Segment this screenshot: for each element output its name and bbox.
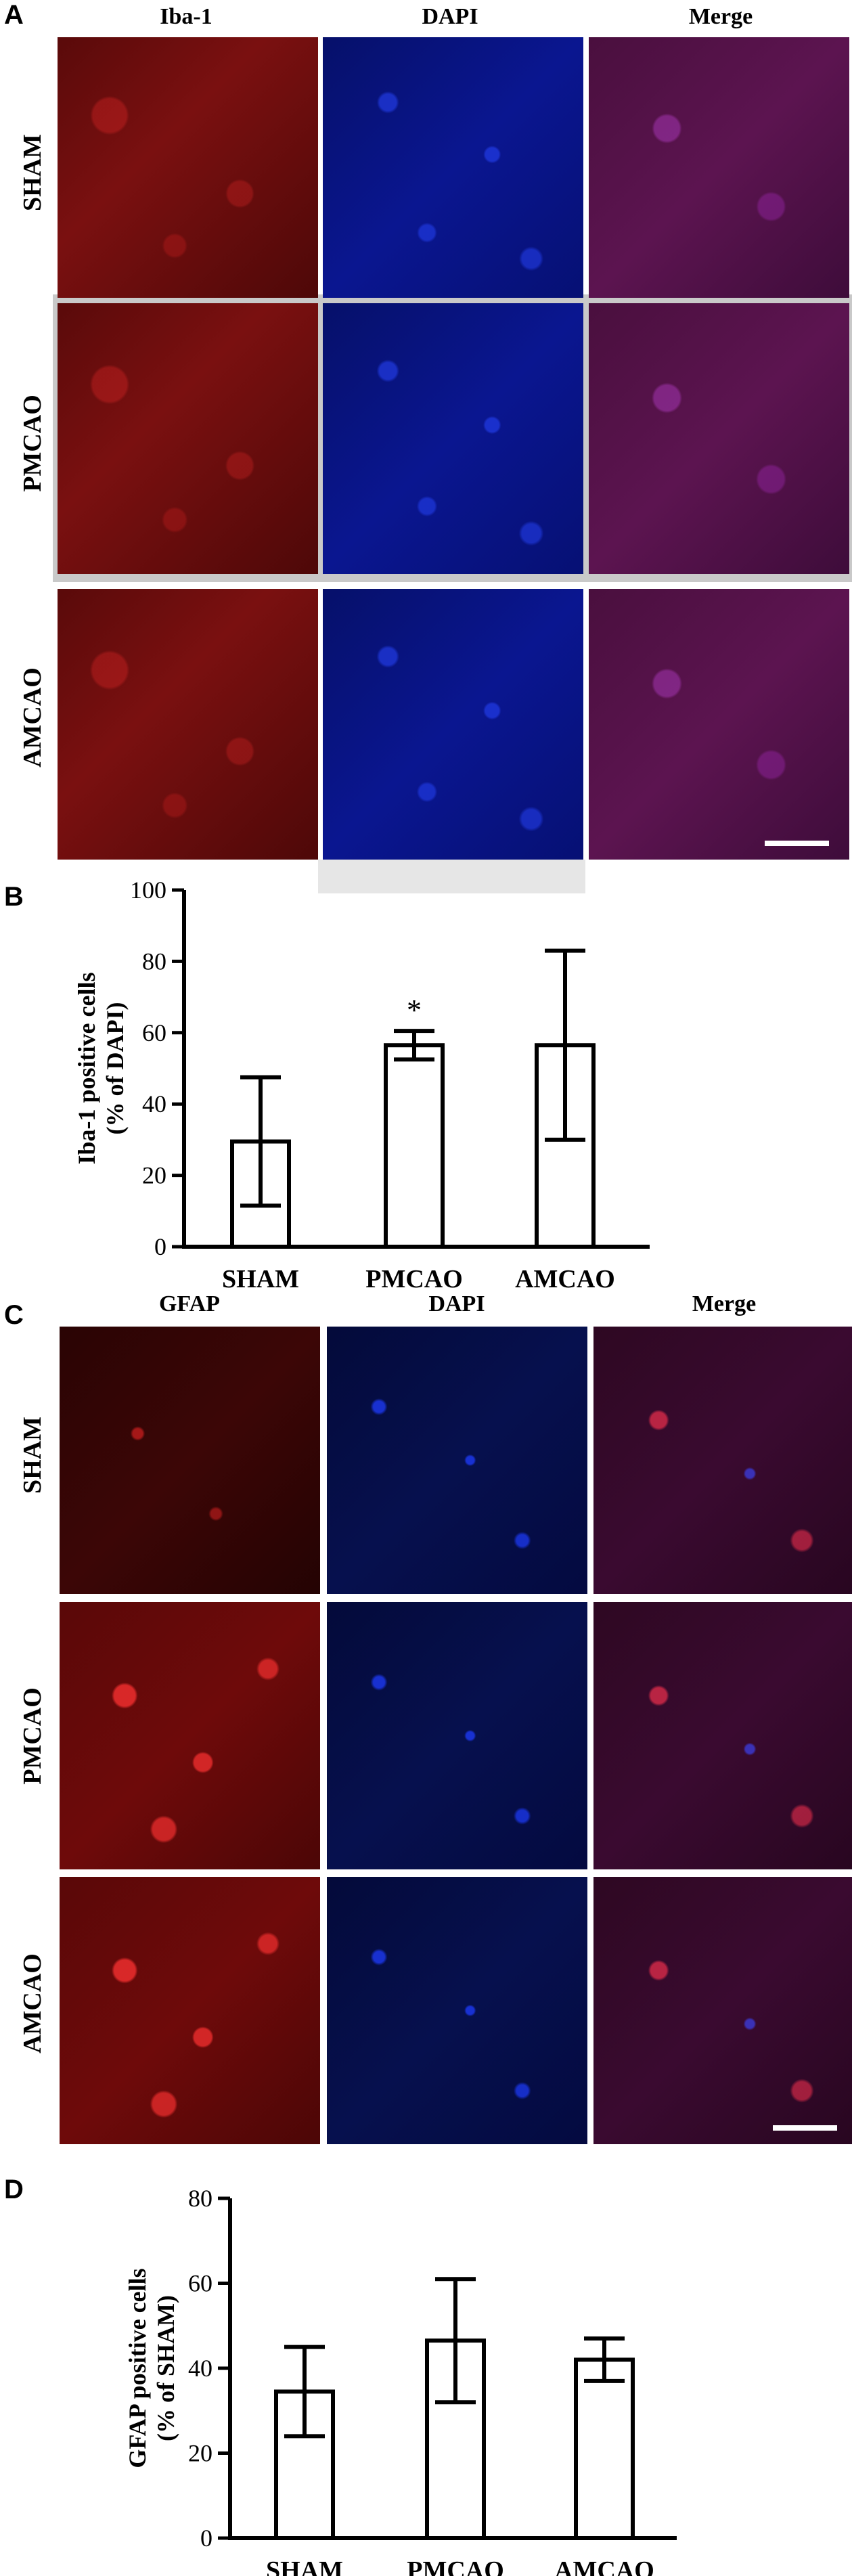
micrograph-c-pmcao-gfap: [60, 1602, 320, 1869]
row-label-sham-c: SHAM: [18, 1417, 47, 1494]
y-axis-label-line1: Iba-1 positive cells: [73, 973, 100, 1165]
micrograph-c-sham-gfap: [60, 1327, 320, 1594]
y-tick-label: 0: [154, 1233, 166, 1260]
row-label-pmcao-c: PMCAO: [18, 1687, 47, 1785]
col-header-dapi: DAPI: [422, 4, 478, 29]
micrograph-a-sham-dapi: [323, 37, 583, 298]
y-tick-label: 60: [142, 1019, 166, 1046]
chart-d: 0 20 40 60 80 GFAP positive cells (% of SHAM) S…: [124, 2185, 677, 2576]
y-tick-label: 20: [142, 1162, 166, 1189]
y-tick-label: 100: [130, 876, 166, 904]
x-tick-label-sham: SHAM: [266, 2556, 343, 2576]
bar-pmcao: [384, 1043, 445, 1249]
bar-pmcao: [425, 2338, 486, 2540]
panel-d-letter: D: [4, 2175, 24, 2204]
y-tick-label: 0: [200, 2525, 212, 2552]
chart-b: 0 20 40 60 80 100 Iba-1 positive cells (% of DA…: [73, 876, 650, 1293]
panel-a-letter: A: [4, 0, 24, 30]
panel-c-letter: C: [4, 1300, 24, 1330]
row-label-amcao-c: AMCAO: [18, 1953, 47, 2053]
micrograph-c-pmcao-merge: [593, 1602, 852, 1869]
y-tick-label: 80: [188, 2185, 212, 2212]
y-axis-label-line1: GFAP positive cells: [124, 2268, 151, 2468]
micrograph-c-amcao-dapi: [327, 1877, 587, 2144]
highlight-column-box: [318, 860, 585, 893]
y-axis-label-line2: (% of SHAM): [152, 2295, 179, 2441]
y-tick-label: 40: [188, 2355, 212, 2382]
x-tick-label-pmcao: PMCAO: [407, 2556, 504, 2576]
col-header-iba1: Iba-1: [160, 4, 212, 29]
micrograph-a-pmcao-iba1: [58, 303, 318, 574]
col-header-merge: Merge: [688, 4, 753, 29]
x-tick-label-amcao: AMCAO: [554, 2556, 654, 2576]
micrograph-a-sham-iba1: [58, 37, 318, 298]
significance-marker: *: [407, 994, 422, 1027]
row-label-pmcao: PMCAO: [18, 395, 47, 492]
y-tick-label: 60: [188, 2270, 212, 2297]
scale-bar: [765, 841, 829, 846]
bar-amcao: [574, 2357, 635, 2540]
y-tick-label: 20: [188, 2440, 212, 2467]
micrograph-a-pmcao-dapi: [323, 303, 583, 574]
micrograph-c-pmcao-dapi: [327, 1602, 587, 1869]
y-tick-label: 80: [142, 948, 166, 975]
micrograph-c-sham-dapi: [327, 1327, 587, 1594]
x-tick-label-sham: SHAM: [222, 1265, 299, 1293]
y-tick-label: 40: [142, 1090, 166, 1117]
micrograph-a-amcao-iba1: [58, 589, 318, 860]
scale-bar-c: [773, 2125, 837, 2131]
panel-b-letter: B: [4, 882, 24, 912]
row-label-sham: SHAM: [18, 134, 47, 211]
row-label-amcao: AMCAO: [18, 667, 47, 768]
col-header-gfap: GFAP: [158, 1291, 220, 1316]
micrograph-a-amcao-dapi: [323, 589, 583, 860]
micrograph-c-amcao-merge: [593, 1877, 852, 2144]
col-header-merge-c: Merge: [692, 1291, 757, 1316]
micrograph-a-sham-merge: [589, 37, 849, 298]
micrograph-c-sham-merge: [593, 1327, 852, 1594]
y-axis-label-line2: (% of DAPI): [102, 1002, 129, 1135]
col-header-dapi-c: DAPI: [428, 1291, 485, 1316]
x-tick-label-pmcao: PMCAO: [365, 1265, 463, 1293]
x-tick-label-amcao: AMCAO: [515, 1265, 615, 1293]
micrograph-c-amcao-gfap: [60, 1877, 320, 2144]
micrograph-a-pmcao-merge: [589, 303, 849, 574]
micrograph-a-amcao-merge: [589, 589, 849, 860]
